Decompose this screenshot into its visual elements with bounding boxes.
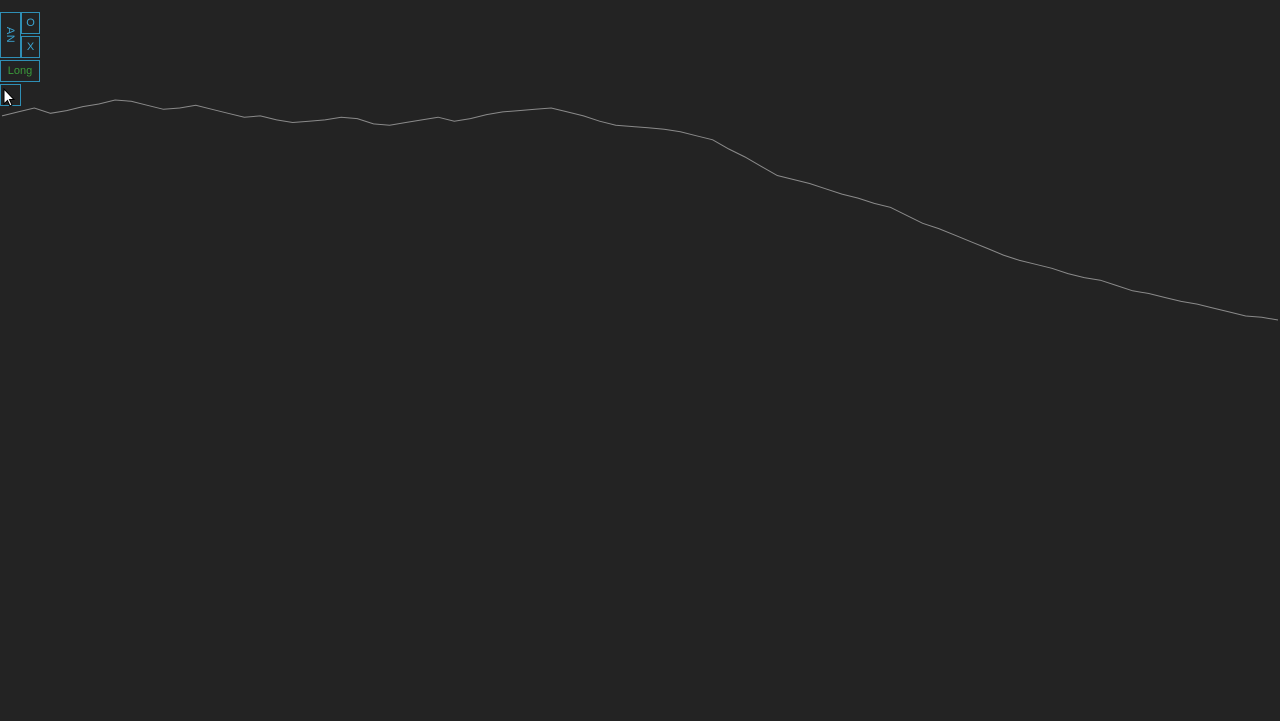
mouse-cursor-icon [3,88,16,107]
long-button[interactable]: Long [0,60,40,82]
o-button[interactable]: O [21,12,40,34]
x-button[interactable]: X [21,36,40,58]
price-series-line [1,99,1279,321]
an-button[interactable]: AN [0,12,21,58]
